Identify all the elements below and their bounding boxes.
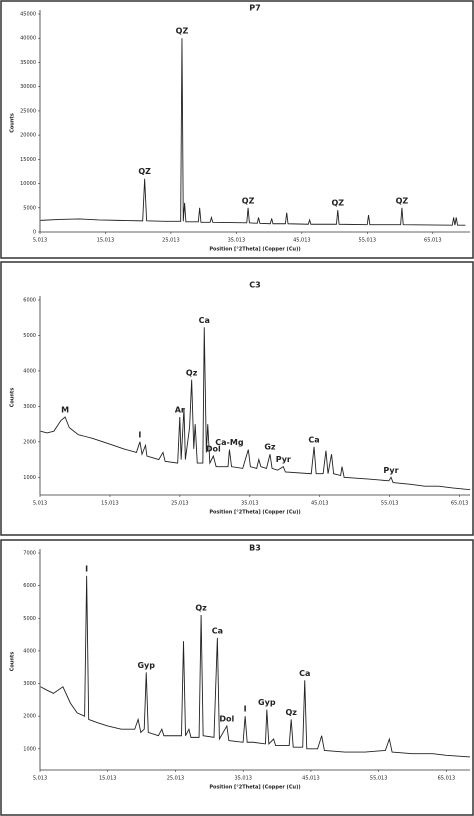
- x-tick-label: 55,013: [370, 776, 388, 782]
- peak-label: Pyr: [276, 455, 291, 464]
- peak-label: Ar: [175, 406, 185, 415]
- peak-label: Ca: [308, 435, 319, 444]
- panel-frame: [0, 0, 474, 259]
- y-tick-label: 7000: [23, 551, 36, 557]
- x-tick-label: 35,013: [228, 238, 246, 244]
- x-tick-label: 5,013: [33, 501, 47, 507]
- peak-label: Pyr: [383, 466, 398, 475]
- y-tick-label: 5000: [23, 616, 36, 622]
- peak-label: QZ: [176, 27, 189, 36]
- x-tick-label: 15,013: [99, 776, 117, 782]
- x-tick-label: 35,013: [234, 776, 252, 782]
- y-tick-label: 10000: [20, 181, 36, 187]
- y-tick-label: 20000: [20, 133, 36, 139]
- y-tick-label: 2000: [23, 439, 36, 445]
- peak-label: Ca: [212, 626, 223, 635]
- y-tick-label: 0: [33, 230, 36, 236]
- x-tick-label: 25,013: [167, 776, 185, 782]
- x-tick-label: 35,013: [241, 501, 259, 507]
- panel-frame: [0, 261, 474, 536]
- y-axis-title: Counts: [10, 388, 16, 408]
- x-tick-label: 65,013: [451, 501, 469, 507]
- peak-label: QZ: [331, 199, 344, 208]
- y-tick-label: 6000: [23, 298, 36, 304]
- y-tick-label: 3000: [23, 404, 36, 410]
- x-tick-label: 65,013: [438, 776, 456, 782]
- peak-label: Ca: [199, 316, 210, 325]
- peak-label: Dol: [219, 714, 234, 723]
- x-tick-label: 25,013: [162, 238, 180, 244]
- y-axis-title: Counts: [10, 113, 16, 133]
- x-tick-label: 5,013: [33, 238, 47, 244]
- y-tick-label: 6000: [23, 583, 36, 589]
- x-tick-label: 45,013: [302, 776, 320, 782]
- chart-title: C3: [249, 281, 260, 290]
- diffraction-line: [40, 575, 471, 758]
- y-tick-label: 5000: [23, 333, 36, 339]
- y-axis-title: Counts: [10, 652, 16, 672]
- y-tick-label: 1000: [23, 475, 36, 481]
- y-tick-label: 2000: [23, 714, 36, 720]
- peak-label: Ca: [299, 669, 310, 678]
- diffraction-line: [40, 327, 471, 491]
- peak-label: I: [85, 564, 88, 573]
- y-tick-label: 40000: [20, 36, 36, 42]
- peak-label: Dol: [206, 445, 221, 454]
- x-tick-label: 45,013: [293, 238, 311, 244]
- x-axis-title: Position [°2Theta] (Copper (Cu)): [209, 247, 300, 253]
- peak-label: I: [244, 705, 247, 714]
- x-tick-label: 65,013: [424, 238, 442, 244]
- x-tick-label: 5,013: [33, 776, 47, 782]
- peak-label: I: [138, 430, 141, 439]
- y-tick-label: 45000: [20, 12, 36, 18]
- y-tick-label: 1000: [23, 746, 36, 752]
- peak-label: Qz: [195, 604, 207, 613]
- peak-label: Gz: [264, 443, 276, 452]
- peak-label: Gyp: [258, 698, 276, 707]
- panel-frame: [0, 539, 474, 816]
- x-tick-label: 25,013: [171, 501, 189, 507]
- peak-label: QZ: [138, 167, 151, 176]
- peak-label: Qz: [186, 368, 198, 377]
- x-tick-label: 15,013: [101, 501, 119, 507]
- y-tick-label: 15000: [20, 157, 36, 163]
- y-tick-label: 30000: [20, 84, 36, 90]
- peak-label: M: [61, 406, 69, 415]
- x-axis-title: Position [°2Theta] (Copper (Cu)): [209, 510, 300, 516]
- peak-label: Ca-Mg: [215, 438, 244, 447]
- y-tick-label: 4000: [23, 648, 36, 654]
- chart-title: P7: [249, 4, 260, 13]
- peak-label: QZ: [242, 196, 255, 205]
- y-tick-label: 35000: [20, 60, 36, 66]
- x-tick-label: 55,013: [359, 238, 377, 244]
- y-tick-label: 4000: [23, 368, 36, 374]
- y-tick-label: 5000: [23, 205, 36, 211]
- diffraction-line: [40, 38, 466, 226]
- x-tick-label: 55,013: [381, 501, 399, 507]
- peak-label: QZ: [396, 196, 409, 205]
- x-axis-title: Position [°2Theta] (Copper (Cu)): [209, 785, 300, 791]
- y-tick-label: 25000: [20, 108, 36, 114]
- peak-label: Qz: [285, 708, 297, 717]
- y-tick-label: 3000: [23, 681, 36, 687]
- peak-label: Gyp: [137, 661, 155, 670]
- x-tick-label: 15,013: [97, 238, 115, 244]
- chart-title: B3: [249, 544, 261, 553]
- x-tick-label: 45,013: [311, 501, 329, 507]
